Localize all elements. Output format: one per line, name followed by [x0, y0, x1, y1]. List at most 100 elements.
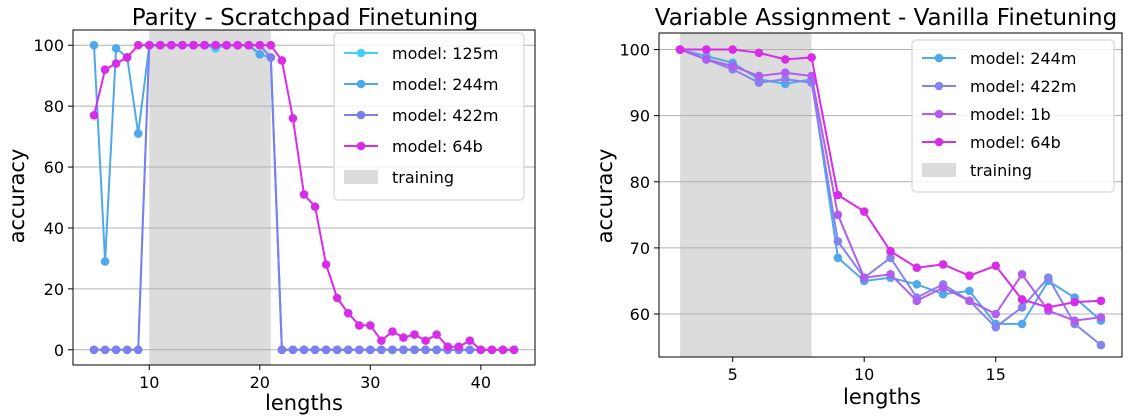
data-point [144, 40, 154, 50]
data-point [1044, 303, 1053, 312]
data-point [886, 253, 895, 263]
legend-label: training [970, 161, 1032, 180]
data-point [780, 55, 790, 64]
data-point [991, 309, 1001, 319]
legend-marker [356, 79, 366, 89]
data-point [200, 40, 209, 50]
plot-frame [72, 29, 536, 366]
data-point [299, 190, 309, 199]
data-point [1096, 340, 1106, 350]
y-tick-label: 60 [630, 305, 650, 324]
legend-training-swatch [344, 170, 378, 184]
data-point [912, 279, 922, 289]
data-point [912, 263, 922, 273]
data-point [702, 55, 711, 64]
data-point [675, 45, 685, 54]
legend-marker [934, 137, 944, 147]
training-region [149, 30, 271, 365]
legend-label: model: 244m [392, 75, 498, 94]
legend-label: model: 125m [392, 44, 498, 63]
data-point [156, 40, 165, 50]
y-tick-label: 80 [630, 173, 650, 192]
y-tick-label: 90 [630, 107, 650, 126]
legend-label: model: 244m [970, 49, 1076, 68]
y-tick-label: 20 [44, 280, 64, 299]
legend-marker [934, 109, 944, 119]
data-point [366, 321, 375, 330]
legend-box [911, 39, 1115, 193]
y-tick-label: 0 [54, 341, 64, 360]
data-point [432, 345, 441, 355]
data-point [399, 345, 408, 355]
data-point [859, 273, 869, 282]
y-axis-label: accuracy [593, 149, 617, 244]
data-point [288, 345, 298, 355]
data-point [167, 40, 176, 50]
data-point [833, 236, 843, 246]
y-tick-label: 60 [44, 158, 64, 177]
data-point [299, 345, 309, 355]
legend-marker [356, 141, 366, 151]
y-tick-label: 80 [44, 97, 64, 116]
data-point [938, 283, 948, 292]
data-point [89, 110, 99, 120]
data-point [89, 345, 99, 355]
x-tick-label: 15 [986, 365, 1006, 384]
data-point [886, 246, 895, 256]
data-point [421, 336, 430, 345]
data-point [266, 40, 276, 50]
data-point [1044, 273, 1053, 282]
chart-title: Parity - Scratchpad Finetuning [132, 5, 478, 31]
data-point [133, 345, 143, 355]
data-point [310, 345, 320, 355]
data-point [366, 345, 375, 355]
data-point [255, 40, 265, 50]
data-point [189, 40, 198, 50]
data-point [377, 345, 386, 355]
data-point [1017, 295, 1027, 304]
data-point [233, 40, 242, 50]
data-point [754, 78, 764, 87]
data-point [343, 345, 353, 355]
data-point [377, 336, 386, 345]
data-point [277, 345, 287, 355]
legend-label: model: 64b [970, 133, 1061, 152]
data-point [498, 345, 508, 355]
data-point [122, 53, 132, 62]
data-point [410, 345, 419, 355]
data-point [111, 43, 121, 53]
data-point [277, 56, 287, 65]
data-point [1017, 319, 1027, 329]
data-point [754, 48, 764, 58]
legend-label: model: 1b [970, 105, 1051, 124]
data-point [780, 68, 790, 77]
y-tick-label: 100 [33, 36, 64, 55]
x-tick-label: 10 [139, 373, 159, 392]
data-point [388, 327, 397, 336]
data-point [111, 59, 121, 68]
training-region [680, 33, 812, 357]
data-point [991, 322, 1001, 332]
data-point [965, 296, 974, 306]
data-point [702, 45, 711, 54]
legend-marker [934, 81, 944, 91]
data-point [780, 74, 790, 84]
y-axis-label: accuracy [5, 149, 29, 244]
x-axis-label: lengths [843, 385, 921, 409]
data-point [133, 40, 143, 50]
legend-label: model: 422m [392, 106, 498, 125]
x-tick-label: 5 [728, 365, 738, 384]
legend-training-swatch [922, 163, 956, 177]
data-point [310, 202, 320, 211]
data-point [754, 71, 764, 81]
data-point [487, 345, 497, 355]
data-point [1096, 313, 1106, 322]
legend-box [333, 32, 525, 201]
legend-marker [356, 110, 366, 120]
data-point [465, 336, 475, 345]
data-point [288, 114, 298, 123]
data-point [222, 40, 231, 50]
data-point [421, 345, 430, 355]
